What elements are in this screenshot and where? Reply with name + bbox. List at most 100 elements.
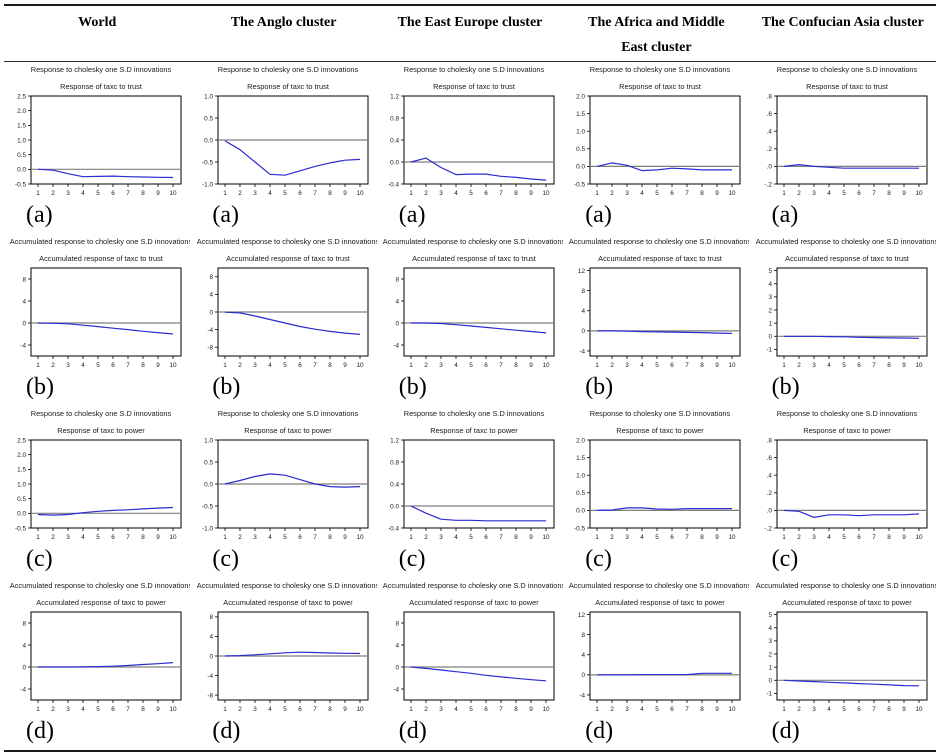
- svg-text:1: 1: [36, 190, 40, 197]
- svg-text:4: 4: [454, 190, 458, 197]
- svg-text:5: 5: [469, 190, 473, 197]
- svg-text:0.5: 0.5: [204, 459, 213, 466]
- svg-text:-8: -8: [207, 692, 213, 699]
- svg-text:8: 8: [23, 620, 27, 627]
- panel-label: (c): [212, 546, 240, 572]
- svg-text:9: 9: [529, 534, 533, 541]
- svg-text:8: 8: [582, 288, 586, 295]
- svg-text:4: 4: [827, 706, 831, 713]
- svg-text:10: 10: [729, 706, 737, 713]
- svg-text:4: 4: [81, 706, 85, 713]
- svg-text:8: 8: [514, 534, 518, 541]
- svg-text:4: 4: [395, 298, 399, 305]
- panel-label: (d): [398, 718, 427, 744]
- svg-text:.0: .0: [766, 164, 772, 171]
- svg-text:2: 2: [51, 190, 55, 197]
- irf-chart: Response to cholesky one S.D innovations…: [574, 409, 741, 541]
- column-header-confucian-asia: The Confucian Asia cluster: [761, 15, 924, 30]
- svg-text:1.0: 1.0: [577, 473, 586, 480]
- chart-title: Accumulated response to cholesky one S.D…: [756, 237, 936, 246]
- svg-text:7: 7: [872, 190, 876, 197]
- svg-text:3: 3: [812, 534, 816, 541]
- response-line: [783, 335, 919, 339]
- svg-text:1: 1: [768, 320, 772, 327]
- chart-cell-d-1: Accumulated response to cholesky one S.D…: [190, 578, 376, 750]
- svg-text:7: 7: [499, 534, 503, 541]
- svg-text:3: 3: [812, 362, 816, 369]
- irf-chart: Accumulated response to cholesky one S.D…: [569, 237, 749, 369]
- svg-text:10: 10: [915, 534, 923, 541]
- chart-subtitle: Response of taxc to power: [803, 426, 891, 435]
- chart-title: Accumulated response to cholesky one S.D…: [383, 581, 563, 590]
- irf-chart: Accumulated response to cholesky one S.D…: [569, 581, 749, 713]
- svg-text:.4: .4: [766, 473, 772, 480]
- svg-text:4: 4: [81, 534, 85, 541]
- irf-chart: Response to cholesky one S.D innovations…: [202, 65, 369, 197]
- svg-text:7: 7: [872, 362, 876, 369]
- svg-text:5: 5: [842, 706, 846, 713]
- svg-text:1: 1: [223, 706, 227, 713]
- svg-text:3: 3: [66, 534, 70, 541]
- chart-cell-d-4: Accumulated response to cholesky one S.D…: [750, 578, 936, 750]
- svg-text:-.2: -.2: [764, 525, 772, 532]
- response-line: [597, 162, 733, 172]
- chart-subtitle: Accumulated response of taxc to trust: [412, 254, 536, 263]
- svg-text:10: 10: [729, 362, 737, 369]
- svg-text:6: 6: [857, 190, 861, 197]
- chart-cell-a-4: Response to cholesky one S.D innovations…: [750, 62, 936, 234]
- column-header-east-europe: The East Europe cluster: [397, 15, 543, 30]
- chart-cell-b-2: Accumulated response to cholesky one S.D…: [377, 234, 563, 406]
- svg-text:9: 9: [716, 362, 720, 369]
- irf-chart: Accumulated response to cholesky one S.D…: [10, 237, 190, 369]
- svg-text:6: 6: [857, 534, 861, 541]
- chart-cell-b-1: Accumulated response to cholesky one S.D…: [190, 234, 376, 406]
- svg-text:.8: .8: [766, 93, 772, 100]
- column-header-row: World The Anglo cluster The East Europe …: [4, 6, 936, 62]
- svg-text:6: 6: [298, 190, 302, 197]
- svg-text:1: 1: [223, 190, 227, 197]
- svg-text:4: 4: [768, 625, 772, 632]
- svg-text:0: 0: [582, 672, 586, 679]
- response-line: [224, 473, 360, 488]
- svg-text:1: 1: [782, 190, 786, 197]
- svg-text:8: 8: [395, 276, 399, 283]
- svg-text:5: 5: [656, 706, 660, 713]
- chart-subtitle: Accumulated response of taxc to power: [409, 598, 539, 607]
- svg-text:5: 5: [283, 706, 287, 713]
- svg-text:9: 9: [716, 706, 720, 713]
- column-header-anglo: The Anglo cluster: [230, 15, 337, 30]
- svg-text:0.8: 0.8: [390, 115, 399, 122]
- svg-text:8: 8: [395, 620, 399, 627]
- chart-title: Accumulated response to cholesky one S.D…: [569, 581, 749, 590]
- chart-cell-c-1: Response to cholesky one S.D innovations…: [190, 406, 376, 578]
- svg-text:5: 5: [768, 268, 772, 275]
- svg-text:1.2: 1.2: [390, 93, 399, 100]
- svg-text:10: 10: [729, 534, 737, 541]
- svg-text:0: 0: [23, 320, 27, 327]
- svg-text:6: 6: [484, 706, 488, 713]
- svg-text:7: 7: [686, 190, 690, 197]
- svg-text:8: 8: [328, 190, 332, 197]
- chart-subtitle: Accumulated response of taxc to power: [223, 598, 353, 607]
- chart-subtitle: Accumulated response of taxc to trust: [785, 254, 909, 263]
- chart-subtitle: Accumulated response of taxc to trust: [226, 254, 350, 263]
- svg-text:5: 5: [96, 534, 100, 541]
- svg-text:8: 8: [141, 706, 145, 713]
- svg-text:4: 4: [641, 706, 645, 713]
- svg-text:0: 0: [209, 309, 213, 316]
- svg-text:9: 9: [156, 534, 160, 541]
- svg-text:9: 9: [343, 706, 347, 713]
- svg-text:-1.0: -1.0: [202, 525, 213, 532]
- svg-text:3: 3: [66, 706, 70, 713]
- svg-text:8: 8: [514, 706, 518, 713]
- response-line: [38, 506, 174, 516]
- irf-chart: Response to cholesky one S.D innovations…: [15, 65, 182, 197]
- panel-label: (d): [771, 718, 800, 744]
- svg-text:1: 1: [36, 362, 40, 369]
- panel-label: (b): [771, 374, 800, 400]
- svg-text:1.5: 1.5: [577, 111, 586, 118]
- chart-title: Response to cholesky one S.D innovations: [31, 65, 172, 74]
- svg-text:-1.0: -1.0: [202, 181, 213, 188]
- svg-text:-4: -4: [207, 673, 213, 680]
- panel-label: (a): [26, 202, 53, 228]
